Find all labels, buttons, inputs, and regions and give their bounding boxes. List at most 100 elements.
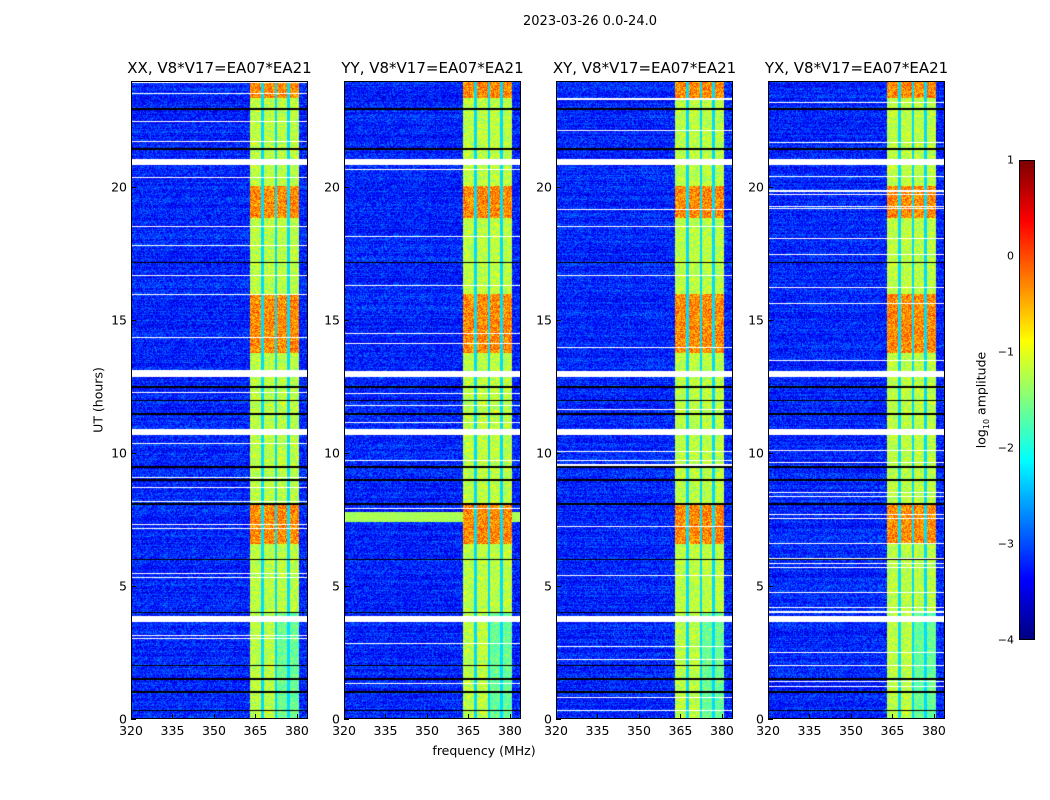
y-tick-label: 15 [324, 312, 340, 328]
colorbar-tick-label: −1 [997, 345, 1014, 359]
x-tick-mark [385, 714, 387, 719]
colorbar-label-rest: amplitude [973, 351, 989, 419]
heatmap-cells [132, 82, 307, 718]
y-tick-label: 5 [544, 578, 552, 594]
y-tick-mark [768, 187, 773, 189]
x-tick-mark [468, 714, 470, 719]
x-tick-label: 320 [119, 723, 143, 738]
x-tick-label: 365 [880, 723, 905, 738]
x-tick-mark [850, 714, 852, 719]
y-tick-mark [556, 320, 561, 322]
panel-title: XX, V8*V17=EA07*EA21 [127, 59, 312, 77]
x-tick-mark [344, 714, 345, 719]
y-tick-label: 10 [324, 445, 340, 461]
y-tick-label: 20 [748, 179, 764, 195]
x-tick-label: 320 [332, 723, 356, 738]
y-tick-label: 5 [332, 578, 340, 594]
spectrogram-panel-xx [131, 81, 308, 719]
y-tick-label: 15 [111, 312, 127, 328]
x-tick-mark [556, 714, 557, 719]
x-tick-label: 380 [498, 723, 522, 738]
y-tick-label: 0 [119, 711, 127, 727]
y-tick-label: 10 [111, 445, 127, 461]
colorbar-label-sub: 10 [981, 418, 991, 430]
y-tick-mark [556, 453, 561, 455]
y-tick-label: 15 [536, 312, 552, 328]
colorbar-tick-label: −3 [997, 537, 1014, 551]
x-tick-mark [255, 714, 257, 719]
y-tick-mark [131, 586, 136, 588]
x-tick-mark [131, 714, 132, 719]
y-tick-mark [131, 719, 136, 720]
y-tick-label: 5 [119, 578, 127, 594]
x-tick-label: 380 [710, 723, 734, 738]
heatmap-cells [557, 82, 732, 718]
x-tick-mark [768, 714, 769, 719]
x-tick-mark [721, 714, 723, 719]
y-tick-mark [131, 320, 136, 322]
panel-title: YX, V8*V17=EA07*EA21 [764, 59, 949, 77]
y-tick-label: 15 [748, 312, 764, 328]
colorbar [1019, 160, 1035, 640]
x-tick-mark [213, 714, 215, 719]
spectrogram-panel-xy [556, 81, 733, 719]
y-tick-label: 10 [748, 445, 764, 461]
y-tick-mark [131, 453, 136, 455]
x-tick-label: 380 [285, 723, 309, 738]
panel-title: YY, V8*V17=EA07*EA21 [341, 59, 524, 77]
x-tick-mark [172, 714, 174, 719]
x-tick-label: 335 [585, 723, 610, 738]
y-tick-mark [344, 187, 349, 189]
y-tick-mark [131, 187, 136, 189]
y-tick-mark [556, 719, 561, 720]
x-tick-mark [426, 714, 428, 719]
panel-title: XY, V8*V17=EA07*EA21 [552, 59, 737, 77]
x-tick-mark [597, 714, 599, 719]
x-tick-label: 320 [544, 723, 568, 738]
colorbar-label: log10 amplitude [973, 352, 991, 448]
x-tick-mark [892, 714, 894, 719]
y-tick-label: 20 [111, 179, 127, 195]
x-tick-mark [509, 714, 511, 719]
x-tick-label: 335 [160, 723, 185, 738]
y-tick-mark [768, 320, 773, 322]
x-axis-label: frequency (MHz) [432, 743, 536, 758]
heatmap-cells [345, 82, 520, 718]
x-tick-label: 365 [456, 723, 481, 738]
spectrogram-panel-yy [344, 81, 521, 719]
y-tick-label: 10 [536, 445, 552, 461]
y-tick-mark [344, 719, 349, 720]
x-tick-label: 335 [373, 723, 398, 738]
x-tick-label: 365 [243, 723, 268, 738]
y-tick-mark [556, 187, 561, 189]
colorbar-tick-label: −4 [997, 633, 1014, 647]
x-tick-mark [296, 714, 298, 719]
x-tick-label: 365 [668, 723, 693, 738]
y-tick-mark [768, 719, 773, 720]
x-tick-mark [933, 714, 935, 719]
x-tick-label: 380 [922, 723, 946, 738]
spectrogram-panel-yx [768, 81, 945, 719]
colorbar-tick-label: −2 [997, 441, 1014, 455]
colorbar-tick-label: 1 [1007, 153, 1014, 167]
x-tick-label: 335 [797, 723, 822, 738]
x-tick-label: 320 [756, 723, 780, 738]
y-tick-label: 20 [536, 179, 552, 195]
y-tick-mark [344, 586, 349, 588]
y-tick-label: 0 [332, 711, 340, 727]
y-tick-mark [556, 586, 561, 588]
x-tick-mark [809, 714, 811, 719]
y-tick-mark [768, 586, 773, 588]
y-tick-mark [344, 453, 349, 455]
y-tick-mark [344, 320, 349, 322]
y-tick-label: 0 [544, 711, 552, 727]
y-tick-mark [768, 453, 773, 455]
colorbar-label-log: log [973, 429, 989, 449]
y-tick-label: 5 [756, 578, 764, 594]
colorbar-tick-label: 0 [1007, 249, 1014, 263]
x-tick-mark [680, 714, 682, 719]
y-tick-label: 20 [324, 179, 340, 195]
y-axis-label: UT (hours) [90, 367, 106, 433]
figure-title: 2023-03-26 0.0-24.0 [523, 14, 657, 29]
